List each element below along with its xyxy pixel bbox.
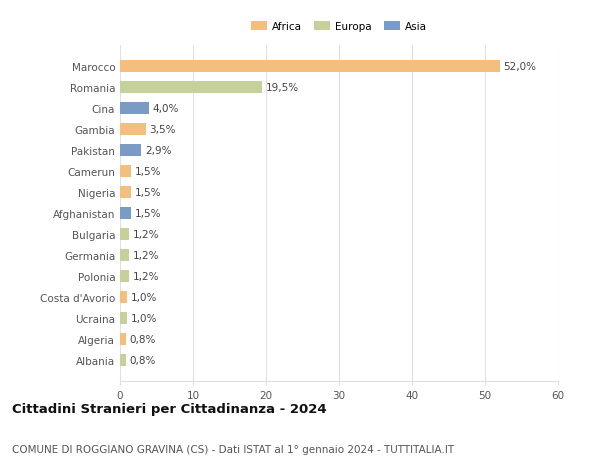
Bar bbox=[120, 354, 126, 366]
Text: COMUNE DI ROGGIANO GRAVINA (CS) - Dati ISTAT al 1° gennaio 2024 - TUTTITALIA.IT: COMUNE DI ROGGIANO GRAVINA (CS) - Dati I… bbox=[12, 444, 454, 454]
Text: 1,2%: 1,2% bbox=[133, 250, 159, 260]
Legend: Africa, Europa, Asia: Africa, Europa, Asia bbox=[247, 17, 431, 36]
Bar bbox=[120, 270, 129, 282]
Text: 0,8%: 0,8% bbox=[130, 355, 156, 365]
Bar bbox=[120, 250, 129, 261]
Text: 1,5%: 1,5% bbox=[134, 188, 161, 197]
Text: 1,0%: 1,0% bbox=[131, 292, 157, 302]
Bar bbox=[120, 103, 149, 114]
Text: Cittadini Stranieri per Cittadinanza - 2024: Cittadini Stranieri per Cittadinanza - 2… bbox=[12, 403, 326, 415]
Bar bbox=[120, 207, 131, 219]
Text: 1,5%: 1,5% bbox=[134, 208, 161, 218]
Text: 0,8%: 0,8% bbox=[130, 334, 156, 344]
Text: 52,0%: 52,0% bbox=[503, 62, 536, 72]
Text: 4,0%: 4,0% bbox=[153, 104, 179, 114]
Text: 1,5%: 1,5% bbox=[134, 167, 161, 177]
Bar bbox=[120, 124, 146, 135]
Text: 3,5%: 3,5% bbox=[149, 125, 176, 134]
Text: 1,0%: 1,0% bbox=[131, 313, 157, 323]
Bar bbox=[120, 229, 129, 240]
Text: 1,2%: 1,2% bbox=[133, 271, 159, 281]
Bar bbox=[120, 166, 131, 177]
Bar bbox=[120, 313, 127, 324]
Bar bbox=[120, 333, 126, 345]
Bar bbox=[120, 187, 131, 198]
Bar bbox=[120, 291, 127, 303]
Bar bbox=[120, 145, 141, 157]
Text: 19,5%: 19,5% bbox=[266, 83, 299, 93]
Text: 2,9%: 2,9% bbox=[145, 146, 172, 156]
Bar bbox=[120, 82, 262, 94]
Text: 1,2%: 1,2% bbox=[133, 230, 159, 239]
Bar bbox=[120, 61, 500, 73]
